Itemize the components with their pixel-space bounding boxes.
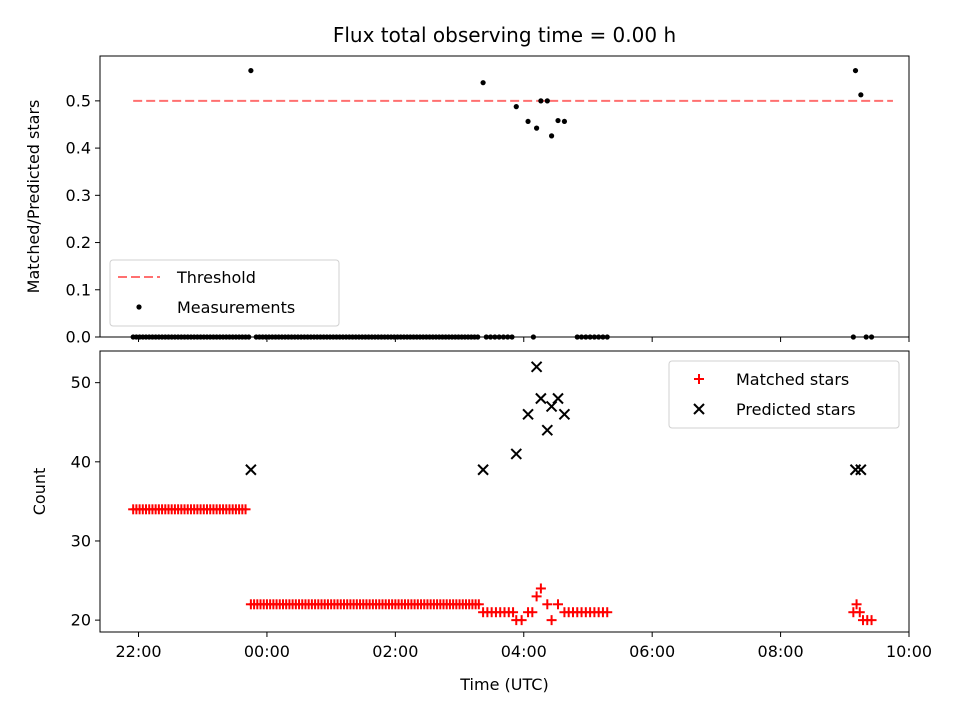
- legend-measurements-swatch: [136, 304, 142, 310]
- measurement-point: [858, 92, 864, 98]
- predicted-star-point: [541, 424, 554, 436]
- ratio-y-axis-label: Matched/Predicted stars: [24, 100, 43, 294]
- matched-star-point: [516, 615, 527, 626]
- matched-star-point: [531, 591, 542, 602]
- ratio-panel: 0.0 0.1 0.2 0.3 0.4 0.5 Threshold Measurements: [66, 55, 910, 347]
- matched-star-point: [854, 607, 865, 618]
- matched-star-point: [535, 583, 546, 594]
- matched-star-point: [553, 599, 564, 610]
- predicted-star-point: [510, 448, 522, 460]
- matched-star-point: [602, 607, 613, 618]
- predicted-x-b: [855, 464, 867, 476]
- measurement-point: [561, 118, 568, 125]
- matched-star-point: [240, 504, 251, 515]
- legend-matched-label: Matched stars: [736, 370, 849, 389]
- measurement-point: [534, 125, 540, 131]
- predicted-x-b: [530, 361, 543, 373]
- x-axis-label: Time (UTC): [459, 675, 548, 694]
- predicted-star-point: [552, 392, 564, 405]
- ratio-legend: Threshold Measurements: [109, 259, 340, 327]
- count-legend-box: [668, 360, 900, 429]
- predicted-star-point: [545, 400, 558, 413]
- ratio-plot-frame: [99, 55, 910, 338]
- ratio-legend-box: [109, 259, 340, 327]
- predicted-star-point: [530, 361, 543, 373]
- count-plot-frame: [99, 350, 910, 633]
- measurement-point: [852, 67, 859, 74]
- x-tick-label: 22:00: [115, 642, 161, 661]
- predicted-star-point: [855, 464, 867, 476]
- predicted-x-b: [541, 424, 554, 436]
- matched-star-point: [546, 615, 557, 626]
- legend-threshold-label: Threshold: [176, 268, 256, 287]
- count-legend: Matched stars Predicted stars: [668, 360, 900, 429]
- x-tick-label: 02:00: [372, 642, 418, 661]
- ratio-y-tick-label: 0.2: [66, 233, 91, 252]
- predicted-x-b: [545, 400, 558, 413]
- matched-star-point: [473, 599, 484, 610]
- ratio-y-tick-label: 0.1: [66, 280, 91, 299]
- legend-measurements-label: Measurements: [177, 298, 295, 317]
- predicted-x-b: [522, 408, 534, 421]
- measurement-point: [548, 133, 555, 139]
- matched-star-point: [851, 599, 862, 610]
- count-y-tick-label: 40: [71, 452, 91, 471]
- predicted-x-b: [477, 464, 489, 476]
- count-y-tick-label: 20: [71, 611, 91, 630]
- matched-star-point: [542, 599, 553, 610]
- legend-predicted-label: Predicted stars: [736, 400, 856, 419]
- measurement-point: [513, 104, 519, 110]
- measurement-point: [555, 117, 561, 124]
- predicted-x-b: [558, 408, 571, 421]
- predicted-x-b: [552, 392, 564, 405]
- matched-star-point: [527, 607, 538, 618]
- predicted-star-point: [245, 464, 257, 476]
- count-y-tick-label: 50: [71, 373, 91, 392]
- measurement-point: [525, 118, 531, 125]
- ratio-y-tick-label: 0.4: [66, 139, 91, 158]
- count-panel: 20 30 40 50 22:00 00:00 02:00 04:00 06:00 08:00 10…: [71, 350, 932, 661]
- x-tick-label: 00:00: [244, 642, 290, 661]
- chart-title: Flux total observing time = 0.00 h: [333, 23, 676, 47]
- predicted-star-point: [849, 464, 862, 476]
- ratio-y-tick-label: 0.5: [66, 91, 91, 110]
- predicted-star-point: [535, 392, 547, 405]
- predicted-star-point: [558, 408, 571, 421]
- legend-predicted-swatch-b: [693, 403, 705, 415]
- predicted-x-b: [535, 392, 547, 405]
- measurement-point: [544, 98, 550, 104]
- matched-star-point: [866, 615, 877, 626]
- predicted-x-b: [245, 464, 257, 476]
- x-tick-label: 06:00: [629, 642, 675, 661]
- measurement-point: [248, 67, 254, 74]
- predicted-x-b: [510, 448, 522, 460]
- x-tick-label: 10:00: [886, 642, 932, 661]
- ratio-y-tick-label: 0.3: [66, 186, 91, 205]
- x-tick-label: 08:00: [758, 642, 804, 661]
- predicted-star-point: [522, 408, 534, 421]
- measurement-point: [538, 98, 544, 104]
- matched-star-point: [508, 607, 519, 618]
- ratio-y-tick-label: 0.0: [66, 328, 91, 347]
- count-y-axis-label: Count: [30, 468, 49, 516]
- measurement-point: [480, 80, 486, 86]
- x-tick-label: 04:00: [501, 642, 547, 661]
- predicted-star-point: [477, 464, 489, 476]
- count-y-tick-label: 30: [71, 531, 91, 550]
